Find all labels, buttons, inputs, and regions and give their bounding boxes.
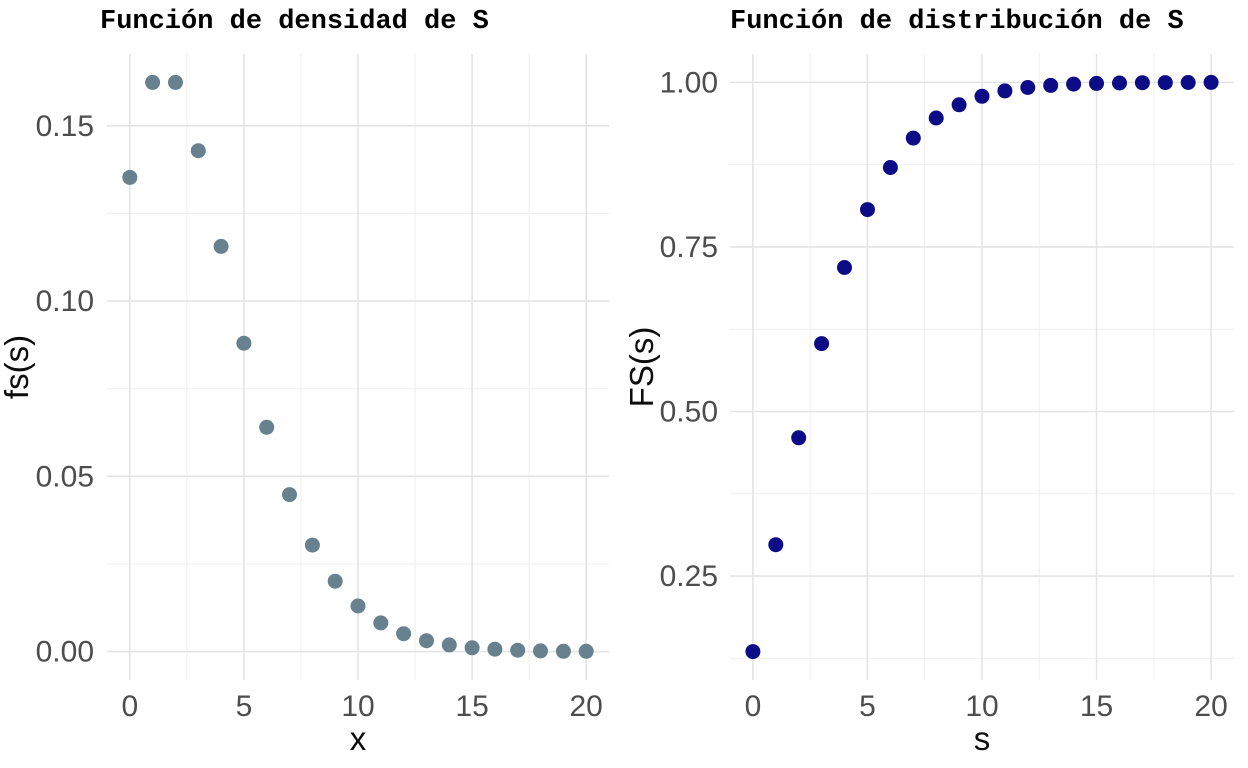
data-point	[1043, 77, 1059, 93]
data-point	[1089, 75, 1104, 91]
data-point	[1066, 76, 1082, 92]
x-tick-label: 10	[341, 690, 374, 723]
data-point	[555, 643, 571, 659]
data-point	[1112, 75, 1127, 91]
data-point	[282, 487, 297, 503]
distribution-plot: Función de distribución de S 0 5 10 15 20 0.2…	[624, 0, 1248, 768]
y-tick-label: 0.25	[660, 560, 718, 593]
data-point	[928, 110, 944, 126]
y-axis-title: fs(s)	[0, 335, 35, 399]
y-axis-title: FS(s)	[624, 327, 660, 408]
data-point	[373, 615, 389, 631]
x-tick-label: 20	[1194, 690, 1227, 723]
density-plot: Función de densidad de S 0 5 10 15 20 0.00 0.0…	[0, 7, 609, 757]
data-point	[396, 626, 412, 642]
data-point	[837, 260, 852, 275]
data-point	[213, 238, 229, 254]
distribution-plot-title: Función de distribución de S	[730, 7, 1184, 37]
data-point	[487, 641, 503, 657]
x-axis-title: s	[974, 720, 991, 757]
data-point	[350, 598, 366, 614]
y-tick-labels: 0.00 0.05 0.10 0.15	[36, 110, 94, 669]
data-point	[533, 643, 548, 659]
x-tick-label: 20	[569, 690, 602, 723]
x-tick-labels: 0 5 10 15 20	[745, 690, 1228, 723]
data-point	[190, 143, 206, 159]
x-axis-title: x	[350, 720, 367, 757]
x-tick-label: 0	[121, 690, 138, 723]
data-point	[791, 430, 807, 446]
y-tick-label: 0.10	[36, 285, 94, 318]
x-tick-labels: 0 5 10 15 20	[121, 690, 602, 723]
data-point	[745, 644, 761, 660]
x-tick-label: 10	[965, 690, 998, 723]
data-point	[882, 160, 898, 175]
x-tick-label: 5	[859, 690, 876, 723]
y-tick-label: 0.15	[36, 110, 94, 143]
data-point	[464, 640, 480, 656]
y-tick-label: 0.50	[660, 395, 718, 428]
data-point	[236, 335, 252, 351]
data-point	[1203, 74, 1219, 90]
density-plot-title: Función de densidad de S	[100, 7, 489, 37]
data-point	[327, 573, 343, 589]
x-tick-label: 15	[1080, 690, 1113, 723]
data-point	[1180, 75, 1196, 90]
y-tick-label: 0.00	[36, 636, 94, 669]
distribution-plot-svg: 0 5 10 15 20 0.25 0.50 0.75 1.00 s FS(s)	[624, 54, 1234, 757]
data-point	[510, 642, 526, 658]
data-point	[1157, 75, 1173, 91]
data-points	[122, 74, 594, 659]
data-point	[304, 537, 320, 553]
data-point	[441, 637, 457, 653]
y-tick-label: 1.00	[660, 66, 718, 99]
y-tick-label: 0.05	[36, 460, 94, 493]
density-plot-svg: 0 5 10 15 20 0.00 0.05 0.10 0.15 x fs(s)	[0, 54, 609, 757]
x-tick-label: 15	[455, 690, 488, 723]
grid-major	[107, 54, 609, 680]
y-tick-labels: 0.25 0.50 0.75 1.00	[660, 66, 718, 593]
data-point	[419, 633, 434, 649]
data-point	[578, 643, 594, 659]
data-point	[951, 97, 967, 113]
data-point	[974, 88, 990, 104]
data-point	[168, 74, 183, 90]
data-point	[814, 336, 830, 352]
data-point	[122, 169, 138, 185]
data-points	[745, 74, 1219, 660]
data-point	[145, 74, 161, 90]
x-tick-label: 5	[236, 690, 253, 723]
grid-major	[730, 54, 1234, 680]
data-point	[860, 202, 875, 218]
y-tick-label: 0.75	[660, 231, 718, 264]
data-point	[1134, 75, 1150, 91]
data-point	[997, 83, 1013, 99]
data-point	[768, 537, 784, 553]
data-point	[259, 419, 275, 435]
x-tick-label: 0	[745, 690, 762, 723]
data-point	[905, 130, 921, 146]
data-point	[1020, 80, 1036, 95]
